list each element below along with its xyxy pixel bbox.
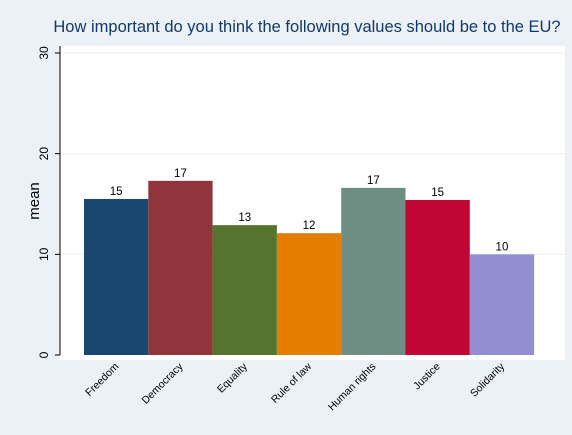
- bar-freedom: [84, 198, 149, 355]
- x-tick-label: Democracy: [140, 360, 187, 407]
- x-tick-label: Rule of law: [269, 360, 315, 406]
- data-label: 13: [238, 212, 251, 224]
- x-axis-ticks: Freedom Democracy Equality Rule of law Human…: [83, 360, 508, 413]
- data-label: 15: [110, 186, 123, 198]
- y-tick-label: 10: [37, 247, 51, 261]
- bar-equality: [212, 225, 277, 355]
- y-tick-label: 30: [37, 46, 51, 60]
- x-tick-label: Justice: [411, 361, 443, 393]
- bar-solidarity: [469, 254, 535, 355]
- bar-human-rights: [341, 187, 406, 355]
- y-tick-label: 0: [37, 351, 51, 358]
- data-label: 17: [367, 175, 380, 187]
- x-tick-label: Human rights: [326, 361, 379, 414]
- x-tick-label: Solidarity: [468, 360, 508, 400]
- x-tick-label: Freedom: [83, 360, 121, 398]
- data-label: 15: [431, 187, 444, 199]
- chart-title: How important do you think the following…: [53, 18, 560, 36]
- data-label: 17: [174, 168, 187, 180]
- bar-democracy: [148, 180, 213, 355]
- y-tick-label: 20: [37, 147, 51, 161]
- bar-justice: [405, 199, 470, 355]
- y-axis-label: mean: [26, 182, 43, 220]
- bar-rule-of-law: [276, 233, 342, 355]
- data-label: 12: [303, 220, 316, 232]
- y-axis-ticks: 0 10 20 30: [37, 46, 60, 358]
- data-labels: 15 17 13 12 17 15 10: [110, 168, 509, 253]
- x-tick-label: Equality: [215, 360, 250, 395]
- bars: [84, 180, 535, 355]
- data-label: 10: [496, 241, 509, 253]
